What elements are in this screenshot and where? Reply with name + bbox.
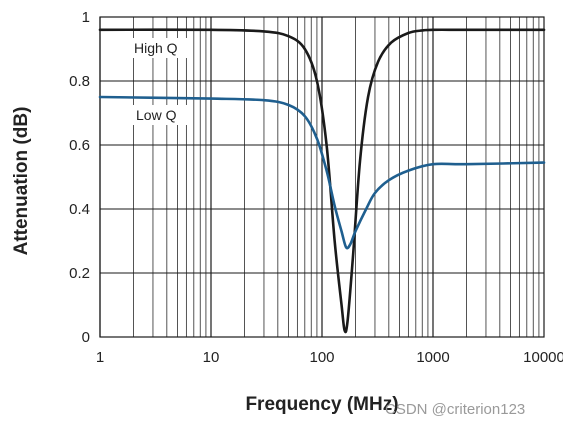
high-q-label: High Q <box>134 40 178 56</box>
x-tick-label: 100 <box>309 349 334 366</box>
x-tick-label: 1000 <box>416 349 449 366</box>
high-q-curve <box>98 28 546 334</box>
y-tick-label: 0.4 <box>69 201 90 218</box>
y-tick-label: 0 <box>82 329 90 346</box>
y-tick-label: 1 <box>82 9 90 26</box>
low-q-label: Low Q <box>136 107 177 123</box>
x-tick-label: 10000 <box>523 349 563 366</box>
low-q-label-bg <box>132 105 188 125</box>
watermark: CSDN @criterion123 <box>385 401 525 418</box>
high-q-label-bg <box>130 38 188 58</box>
x-tick-label: 1 <box>96 349 104 366</box>
y-tick-label: 0.2 <box>69 265 90 282</box>
y-axis-title: Attenuation (dB) <box>11 107 32 256</box>
x-axis-title: Frequency (MHz) <box>245 394 398 415</box>
y-tick-label: 0.6 <box>69 137 90 154</box>
series-lines <box>98 28 546 334</box>
y-tick-label: 0.8 <box>69 73 90 90</box>
low-q-curve <box>98 95 546 250</box>
grid <box>99 16 544 338</box>
plot-frame <box>99 16 545 338</box>
y-tick-labels: 0 0.2 0.4 0.6 0.8 1 <box>69 9 90 346</box>
x-tick-labels: 1 10 100 1000 10000 <box>96 349 563 366</box>
x-tick-label: 10 <box>203 349 220 366</box>
